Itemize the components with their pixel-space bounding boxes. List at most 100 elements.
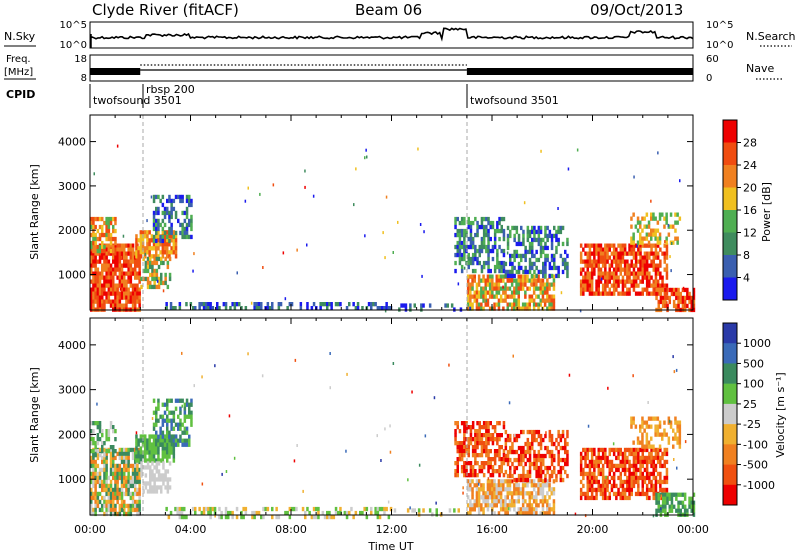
heatmap-cell xyxy=(650,263,653,268)
heatmap-cell xyxy=(485,248,488,254)
heatmap-cell xyxy=(667,440,671,445)
heatmap-cell xyxy=(473,507,476,512)
heatmap-cell xyxy=(612,275,616,280)
freq-trace xyxy=(90,64,693,75)
heatmap-cell xyxy=(497,286,501,291)
heatmap-cell xyxy=(599,447,603,453)
heatmap-cell xyxy=(131,255,135,260)
heatmap-cell xyxy=(636,440,640,445)
heatmap-cell xyxy=(667,436,671,441)
heatmap-cell xyxy=(666,295,669,301)
heatmap-cell xyxy=(465,244,468,250)
heatmap-cell xyxy=(118,259,122,264)
heatmap-cell xyxy=(588,263,592,268)
heatmap-cell xyxy=(604,259,607,264)
heatmap-cell xyxy=(672,299,676,305)
heatmap-cell xyxy=(185,210,189,216)
heatmap-cell xyxy=(526,429,530,435)
heatmap-cell xyxy=(466,294,470,299)
heatmap-cell xyxy=(584,251,587,256)
heatmap-cell xyxy=(654,228,657,233)
heatmap-cell xyxy=(672,504,676,509)
heatmap-cell xyxy=(630,236,633,241)
heatmap-cell xyxy=(129,299,133,304)
heatmap-cell xyxy=(337,510,340,516)
heatmap-cell xyxy=(120,295,124,300)
heatmap-cell xyxy=(521,499,525,504)
heatmap-cell xyxy=(530,282,534,287)
heatmap-cell xyxy=(456,473,459,478)
heatmap-cell xyxy=(634,424,638,429)
heatmap-cell xyxy=(493,469,497,474)
heatmap-cell xyxy=(381,506,384,512)
heatmap-cell xyxy=(476,228,479,234)
heatmap-cell xyxy=(677,303,680,309)
freq-panel: 18 8 60 0 Freq. [MHz] Nave xyxy=(4,54,782,84)
colorbar-tick-label: 25 xyxy=(743,398,757,411)
heatmap-cell xyxy=(656,267,660,272)
heatmap-cell xyxy=(526,233,530,239)
heatmap-cell xyxy=(160,276,163,282)
heatmap-cell xyxy=(539,483,542,488)
heatmap-cell xyxy=(458,236,462,242)
heatmap-cell xyxy=(157,238,160,243)
heatmap-cell xyxy=(626,447,629,453)
heatmap-cell xyxy=(471,244,475,250)
heatmap-cell xyxy=(149,485,152,490)
x-tick-label: 00:00 xyxy=(677,523,709,536)
heatmap-cell xyxy=(526,278,529,283)
heatmap-cell xyxy=(332,514,336,520)
heatmap-cell xyxy=(517,233,521,239)
heatmap-cell xyxy=(96,251,100,256)
heatmap-cell xyxy=(103,471,106,477)
heatmap-cell xyxy=(588,259,592,264)
heatmap-cell xyxy=(170,226,173,232)
heatmap-cell xyxy=(546,507,549,512)
heatmap-cell xyxy=(164,280,167,286)
heatmap-cell xyxy=(172,454,176,459)
heatmap-cell xyxy=(471,268,475,274)
heatmap-cell xyxy=(109,455,113,461)
heatmap-cell xyxy=(491,256,495,262)
heatmap-cell xyxy=(92,421,95,426)
heatmap-cell xyxy=(663,251,666,256)
heatmap-cell xyxy=(537,465,541,471)
heatmap-cell xyxy=(630,487,633,493)
heatmap-cell xyxy=(127,247,130,252)
heatmap-cell xyxy=(502,216,506,222)
heatmap-cell xyxy=(521,306,525,311)
heatmap-cell xyxy=(522,253,525,259)
heatmap-cell xyxy=(604,271,607,276)
heatmap-cell xyxy=(658,420,662,425)
heatmap-cell xyxy=(94,255,97,260)
heatmap-cell xyxy=(650,455,653,461)
heatmap-cell xyxy=(146,280,150,286)
heatmap-cell xyxy=(672,303,676,309)
heatmap-cell xyxy=(170,250,173,255)
heatmap-cell xyxy=(477,503,481,508)
heatmap-cell xyxy=(552,491,556,496)
heatmap-cell xyxy=(582,287,585,292)
heatmap-cell xyxy=(641,455,644,461)
heatmap-cell xyxy=(647,232,651,237)
heatmap-cell xyxy=(650,471,653,477)
heatmap-speck xyxy=(457,282,460,286)
heatmap-cell xyxy=(146,250,149,255)
heatmap-cell xyxy=(502,290,505,295)
heatmap-cell xyxy=(530,294,534,299)
heatmap-cell xyxy=(120,451,124,457)
heatmap-cell xyxy=(109,447,113,453)
heatmap-cell xyxy=(174,238,178,243)
heatmap-cell xyxy=(471,302,474,307)
heatmap-cell xyxy=(599,455,603,461)
heatmap-cell xyxy=(489,220,492,226)
heatmap-cell xyxy=(593,467,596,473)
heatmap-speck xyxy=(672,355,674,359)
heatmap-cell xyxy=(579,491,583,497)
heatmap-speck xyxy=(502,285,504,289)
heatmap-cell xyxy=(623,455,627,461)
heatmap-cell xyxy=(650,436,653,441)
heatmap-cell xyxy=(480,216,484,222)
heatmap-cell xyxy=(92,507,95,513)
heatmap-cell xyxy=(652,279,655,284)
